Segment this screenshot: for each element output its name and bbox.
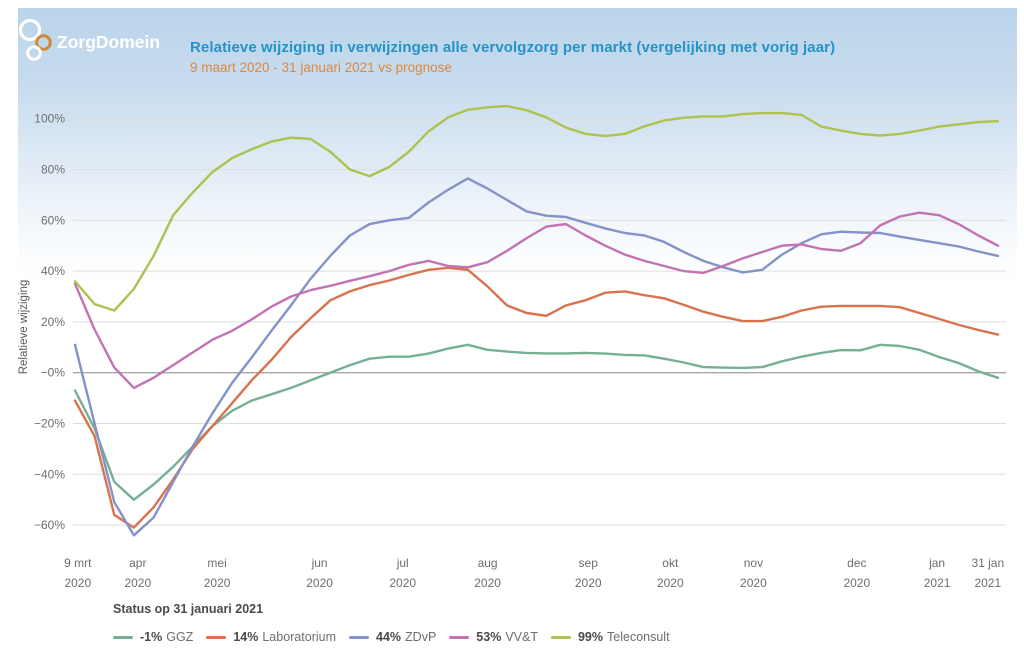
legend-status-pct: 14% (233, 630, 259, 644)
x-tick-label-year: 2020 (740, 576, 767, 590)
legend-status-pct: -1% (140, 630, 163, 644)
x-tick-label-month: jul (396, 556, 409, 570)
legend-item-Teleconsult: 99% Teleconsult (550, 630, 670, 644)
x-tick-label-month: apr (129, 556, 146, 570)
x-tick-label-year: 2020 (843, 576, 870, 590)
x-tick-label-month: dec (847, 556, 866, 570)
legend-swatch-icon (206, 635, 227, 639)
legend-item-VV&T: 53% VV&T (449, 630, 538, 644)
x-tick-label-month: sep (579, 556, 599, 570)
x-tick-label-month: aug (478, 556, 498, 570)
y-tick-label: −40% (34, 467, 65, 481)
y-tick-label: 80% (41, 163, 65, 177)
chart-title: Relatieve wijziging in verwijzingen alle… (190, 39, 836, 56)
y-tick-label: −60% (34, 518, 65, 532)
legend-status-pct: 99% (577, 630, 604, 644)
legend-series-name: Laboratorium (262, 630, 337, 644)
y-tick-label: 40% (41, 264, 65, 278)
logo-circle-small-icon (26, 45, 42, 61)
y-tick-label: −20% (34, 417, 65, 431)
series-line-Laboratorium (73, 266, 1000, 529)
legend-item-GGZ: -1% GGZ (113, 630, 193, 644)
legend-series-name: ZDvP (405, 630, 437, 644)
logo-circle-orange-icon (35, 34, 52, 51)
x-tick-label-year: 2020 (204, 576, 231, 590)
x-tick-label-year: 2020 (389, 576, 416, 590)
legend-item-ZDvP: 44% ZDvP (349, 630, 436, 644)
series-line-VV&T (73, 211, 1000, 390)
legend-status-pct: 53% (476, 630, 502, 644)
chart-subtitle: 9 maart 2020 - 31 januari 2021 vs progno… (190, 60, 452, 75)
x-tick-label-month: jan (928, 556, 945, 570)
x-tick-label-year: 2021 (924, 576, 951, 590)
header-gradient-panel (18, 8, 1017, 283)
x-tick-label-year: 2020 (575, 576, 602, 590)
y-tick-label: −0% (41, 366, 66, 380)
x-tick-label-year: 2020 (306, 576, 333, 590)
series-line-Teleconsult (73, 104, 1000, 312)
legend-series-name: GGZ (166, 630, 194, 644)
legend-series-name: VV&T (505, 630, 538, 644)
status-label: Status op 31 januari 2021 (113, 602, 264, 616)
legend-item-Laboratorium: 14% Laboratorium (206, 630, 336, 644)
legend-swatch-icon (113, 635, 133, 639)
x-tick-label-year: 2021 (974, 576, 1001, 590)
x-tick-label-month: mei (207, 556, 226, 570)
chart-legend: -1% GGZ 14% Laboratorium 44% ZDvP 53% VV&T 99% Te… (113, 630, 670, 644)
x-tick-label-month: okt (662, 556, 679, 570)
legend-series-name: Teleconsult (607, 630, 670, 644)
x-tick-label-month: 9 mrt (64, 556, 92, 570)
y-tick-label: 100% (34, 112, 65, 126)
x-tick-label-year: 2020 (64, 576, 91, 590)
y-tick-label: 60% (41, 213, 65, 227)
x-tick-label-year: 2020 (474, 576, 501, 590)
legend-swatch-icon (449, 635, 470, 639)
logo-circle-large-icon (18, 18, 42, 42)
x-tick-label-month: jun (311, 556, 328, 570)
series-line-ZDvP (73, 177, 1000, 537)
zorgdomein-logo: ZorgDomein (18, 18, 160, 61)
legend-swatch-icon (550, 635, 571, 639)
x-tick-label-year: 2020 (124, 576, 151, 590)
logo-text: ZorgDomein (57, 32, 160, 52)
y-axis-label: Relatieve wijziging (18, 280, 30, 375)
legend-swatch-icon (349, 635, 370, 639)
x-tick-label-month: nov (744, 556, 763, 570)
x-tick-label-month: 31 jan (971, 556, 1004, 570)
y-tick-label: 20% (41, 315, 65, 329)
series-line-GGZ (73, 343, 1000, 501)
x-tick-label-year: 2020 (657, 576, 684, 590)
legend-status-pct: 44% (376, 630, 402, 644)
